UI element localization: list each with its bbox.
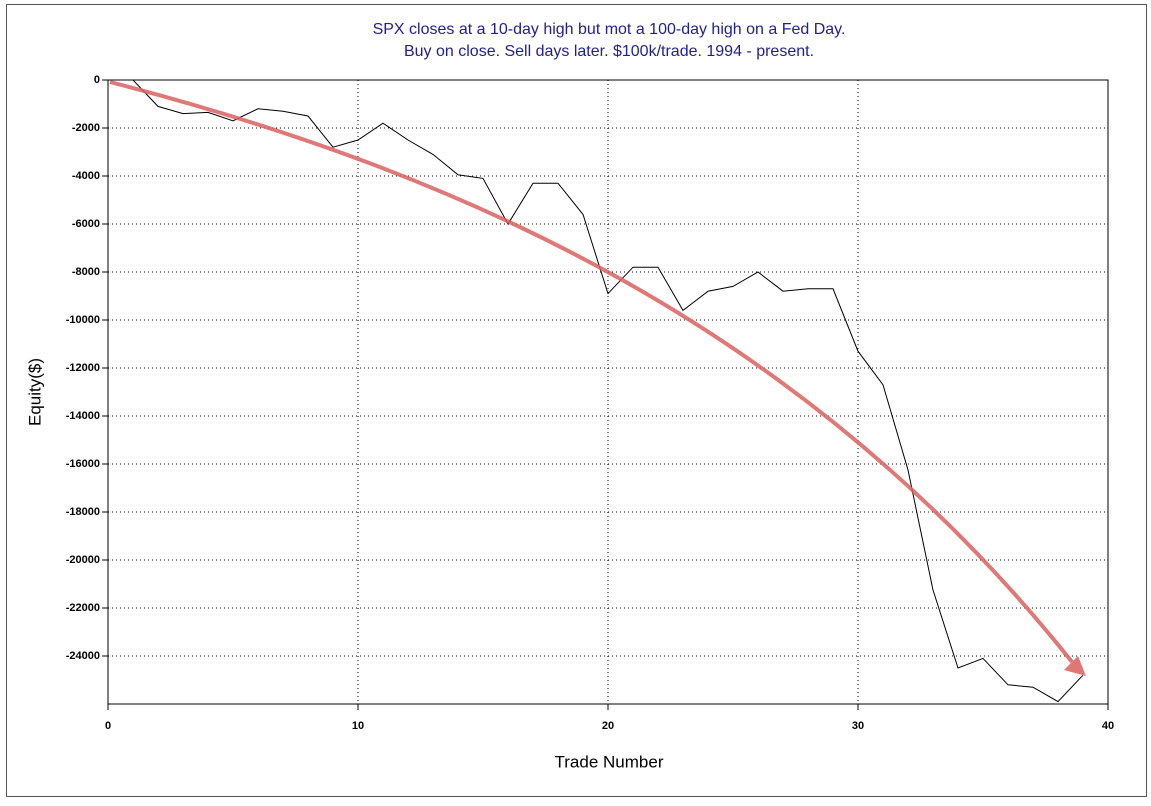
y-tick-label: 0 [94,74,100,86]
y-tick-label: -12000 [66,362,100,374]
y-tick-label: -8000 [72,266,100,278]
y-axis-label: Equity($) [25,358,44,426]
frame [6,4,1147,797]
x-tick-label: 0 [105,720,111,732]
equity-line [108,79,1084,703]
y-tick-label: -6000 [72,218,100,230]
y-tick-label: -4000 [72,170,100,182]
x-tick-label: 30 [852,720,864,732]
x-tick-label: 10 [352,720,364,732]
y-tick-label: -14000 [66,410,100,422]
chart-title: SPX closes at a 10-day high but mot a 10… [373,21,846,38]
x-tick-label: 40 [1102,720,1114,732]
plot-area: 0 -2000 -4000 -6000 -8000 -10000 -12000 -14000 -… [66,74,1114,732]
x-tick-label: 20 [602,720,614,732]
y-tick-label: -20000 [66,554,100,566]
y-tick-label: -10000 [66,314,100,326]
arrow-head [1064,656,1086,676]
arrow-line [109,80,1074,664]
y-tick-label: -22000 [66,602,100,614]
y-tick-label: -2000 [72,122,100,134]
trend-arrow [109,80,1086,676]
y-tick-label: -24000 [66,650,100,662]
x-axis-label: Trade Number [555,752,664,771]
y-tick-label: -18000 [66,506,100,518]
chart-subtitle: Buy on close. Sell days later. $100k/tra… [404,43,814,60]
y-tick-label: -16000 [66,458,100,470]
